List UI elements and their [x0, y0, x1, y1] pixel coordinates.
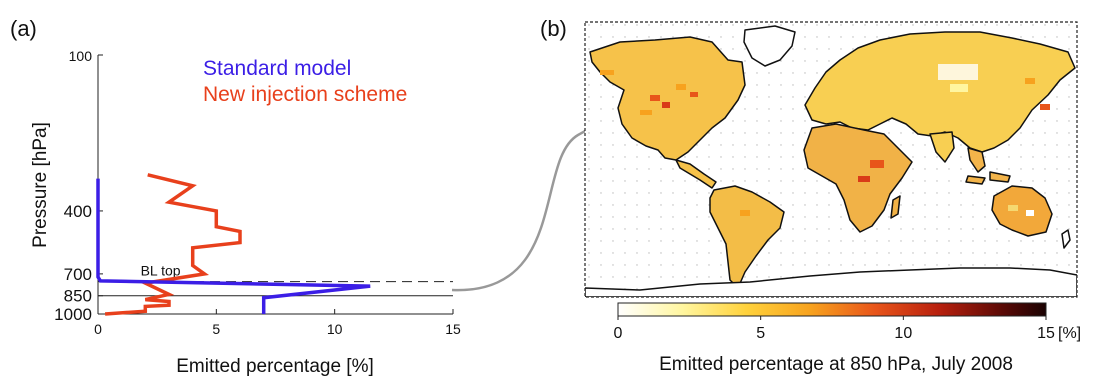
series-new-injection-line	[104, 173, 242, 316]
x-tick-label: 5	[212, 321, 220, 337]
indonesia-1	[965, 175, 986, 185]
y-tick-label: 1000	[54, 305, 92, 324]
madagascar	[890, 195, 901, 219]
x-axis-ticks: 0 5 10 15	[94, 309, 461, 337]
colorbar-unit: [%]	[1058, 325, 1081, 342]
emission-hotspots	[600, 64, 1050, 216]
north-america	[589, 36, 746, 161]
panel-b-label: (b)	[540, 16, 567, 41]
map-caption: Emitted percentage at 850 hPa, July 2008	[659, 354, 1013, 375]
india	[929, 131, 955, 163]
panel-a-label: (a)	[10, 16, 37, 41]
x-tick-label: 10	[327, 321, 343, 337]
indonesia-2	[989, 171, 1011, 183]
x-tick-label: 0	[94, 321, 102, 337]
new-zealand	[1061, 229, 1071, 249]
greenland	[743, 25, 796, 67]
bl-top-label: BL top	[141, 263, 181, 279]
y-tick-label: 700	[64, 265, 92, 284]
x-tick-label: 15	[445, 321, 461, 337]
central-america	[675, 159, 717, 189]
colorbar	[617, 302, 1047, 317]
australia	[991, 185, 1053, 237]
x-axis-label: Emitted percentage [%]	[176, 356, 374, 377]
y-tick-label: 100	[69, 48, 93, 64]
eurasia	[804, 31, 1076, 153]
colorbar-tick-label: 15	[1037, 325, 1055, 342]
colorbar-ticks: 0 5 10 15	[614, 316, 1055, 342]
world-map	[584, 21, 1078, 298]
south-america	[709, 185, 785, 289]
series-standard-model-line	[96, 178, 371, 314]
y-tick-label: 850	[64, 287, 92, 306]
y-axis-label: Pressure [hPa]	[30, 122, 51, 248]
legend-new-injection: New injection scheme	[203, 83, 407, 106]
colorbar-tick-label: 0	[614, 325, 623, 342]
antarctica	[585, 267, 1077, 297]
southeast-asia	[967, 147, 986, 173]
colorbar-tick-label: 10	[894, 325, 912, 342]
colorbar-tick-label: 5	[756, 325, 765, 342]
legend-standard-model: Standard model	[203, 57, 351, 80]
y-tick-label: 400	[64, 202, 92, 221]
